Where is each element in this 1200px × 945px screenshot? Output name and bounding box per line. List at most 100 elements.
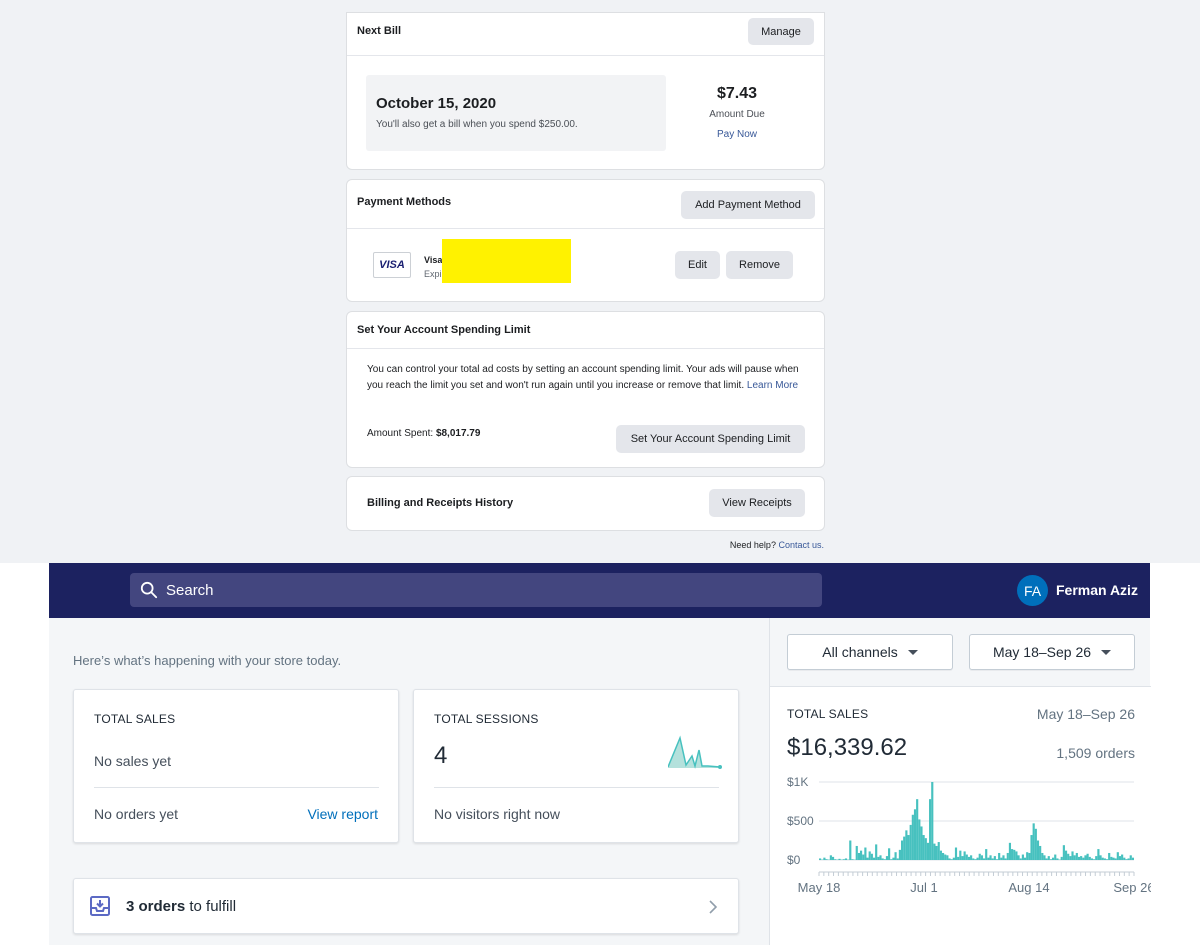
payment-methods-header: Payment Methods Add Payment Method	[347, 180, 824, 229]
chart-bar	[859, 850, 863, 860]
chart-bar	[885, 856, 889, 860]
chart-bar	[976, 857, 979, 860]
chart-bar	[1093, 859, 1096, 860]
x-tick-label: May 18	[798, 880, 841, 895]
orders-to-fulfill-banner[interactable]: 3 orders to fulfill	[73, 878, 739, 934]
chart-bar	[1127, 858, 1130, 860]
avatar[interactable]: FA	[1017, 575, 1048, 606]
contact-us-link[interactable]: Contact us.	[778, 540, 824, 550]
chart-bar	[941, 852, 945, 860]
chart-bar	[929, 799, 932, 860]
chart-bar	[866, 857, 869, 860]
total-sessions-value: 4	[434, 742, 448, 769]
total-sales-card: TOTAL SALES No sales yet No orders yet V…	[73, 689, 399, 843]
chart-bar	[944, 854, 947, 860]
chart-bar	[1095, 856, 1098, 860]
chart-bar	[959, 850, 962, 860]
chart-bar	[946, 855, 949, 860]
chart-bar	[1125, 859, 1128, 860]
chart-bar	[913, 809, 917, 860]
billing-page: Next Bill Manage October 15, 2020 You'll…	[0, 0, 1200, 563]
chart-bar	[916, 799, 919, 860]
chart-bar	[1131, 857, 1134, 860]
chart-bar	[1019, 858, 1022, 860]
chart-bar	[1088, 856, 1091, 860]
chart-bar	[980, 855, 983, 860]
chart-bar	[1090, 858, 1094, 860]
chart-bar	[1080, 856, 1083, 860]
visa-logo-icon: VISA	[373, 252, 411, 278]
pay-now-link[interactable]: Pay Now	[716, 129, 757, 140]
set-spending-limit-button[interactable]: Set Your Account Spending Limit	[616, 425, 805, 453]
help-footer: Need help? Contact us.	[730, 540, 824, 550]
chart-bar	[1054, 854, 1057, 860]
chart-bar	[1075, 852, 1078, 860]
card-name: Visa	[424, 255, 443, 265]
total-sessions-label: TOTAL SESSIONS	[434, 712, 539, 726]
chart-bar	[933, 843, 936, 860]
chart-bar	[924, 838, 927, 860]
chart-bar	[1021, 854, 1024, 860]
chart-bar	[857, 852, 860, 860]
chart-bar	[1004, 858, 1007, 860]
chart-bar	[862, 854, 865, 860]
receipts-card: Billing and Receipts History View Receip…	[346, 476, 825, 531]
date-range-select[interactable]: May 18–Sep 26	[969, 634, 1135, 670]
user-name[interactable]: Ferman Aziz	[1056, 582, 1138, 598]
chart-bar	[1112, 857, 1115, 860]
chart-bar	[1043, 855, 1046, 860]
store-intro-text: Here’s what’s happening with your store …	[73, 653, 342, 668]
chart-bar	[870, 853, 873, 860]
chart-bar	[1110, 856, 1113, 860]
help-text: Need help?	[729, 540, 776, 550]
panel-date-range: May 18–Sep 26	[1036, 706, 1135, 722]
spending-limit-header: Set Your Account Spending Limit	[347, 312, 824, 349]
chart-bar	[1129, 855, 1132, 860]
manage-button[interactable]: Manage	[748, 18, 814, 45]
view-receipts-button[interactable]: View Receipts	[709, 489, 805, 517]
chart-bar	[1077, 856, 1081, 860]
chart-bar	[1006, 852, 1009, 860]
chart-bar	[1123, 857, 1126, 860]
remove-card-button[interactable]: Remove	[726, 251, 793, 279]
x-tick-label: Sep 26	[1113, 880, 1151, 895]
chart-bar	[965, 854, 968, 860]
chart-bar	[1086, 853, 1089, 860]
view-report-link[interactable]: View report	[307, 806, 378, 822]
chart-bar	[982, 858, 986, 860]
chart-bar	[1116, 852, 1119, 860]
chart-bar	[1015, 851, 1018, 860]
chart-bar	[1030, 835, 1033, 860]
search-placeholder: Search	[166, 581, 214, 599]
chart-bar	[1017, 855, 1020, 860]
chart-bar	[1064, 850, 1068, 860]
chart-bar	[1011, 849, 1014, 860]
chart-bar	[1067, 853, 1070, 860]
chart-bar	[985, 849, 988, 860]
spending-limit-description: You can control your total ad costs by s…	[367, 362, 807, 394]
chart-bar	[1023, 857, 1027, 860]
chart-bar	[937, 842, 940, 860]
add-payment-method-button[interactable]: Add Payment Method	[681, 191, 815, 219]
chart-bar	[989, 855, 992, 860]
next-bill-date-box: October 15, 2020 You'll also get a bill …	[366, 75, 666, 151]
chart-bar	[1099, 855, 1102, 860]
search-icon	[140, 581, 158, 599]
next-bill-title: Next Bill	[357, 25, 402, 37]
chart-bar	[1062, 845, 1065, 860]
orders-suffix: to fulfill	[185, 898, 237, 915]
chart-bar	[1032, 823, 1035, 860]
search-bar[interactable]: Search	[130, 573, 822, 607]
chart-bar	[872, 857, 876, 860]
amount-due-value: $7.43	[716, 85, 758, 102]
learn-more-link[interactable]: Learn More	[746, 380, 799, 391]
amount-spent-label: Amount Spent:	[367, 428, 434, 439]
channel-select[interactable]: All channels	[787, 634, 953, 670]
chart-bar	[1028, 852, 1031, 860]
edit-card-button[interactable]: Edit	[675, 251, 720, 279]
chevron-right-icon	[709, 900, 718, 914]
chart-bar	[905, 830, 908, 860]
chart-bar	[1073, 855, 1076, 860]
chart-bar	[1114, 858, 1117, 860]
chart-bar	[1026, 852, 1029, 860]
